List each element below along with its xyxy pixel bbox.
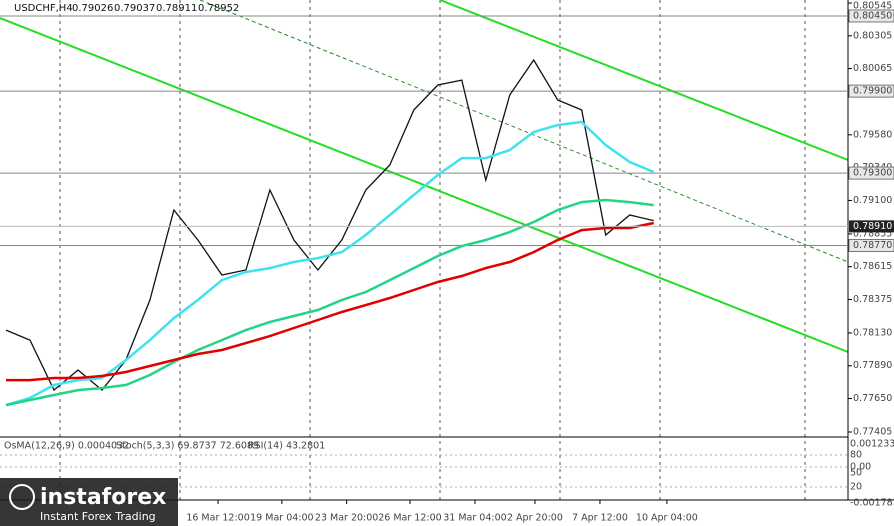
logo-box: instaforex Instant Forex Trading bbox=[0, 478, 178, 526]
ohlc-value: 0.79026 bbox=[72, 3, 113, 14]
level-box bbox=[848, 84, 894, 98]
indicator-tick-label: -0.001783 bbox=[850, 498, 894, 509]
symbol: USDCHF,H4 bbox=[14, 3, 73, 14]
y-tick-label: 0.79100 bbox=[853, 195, 892, 206]
level-label: 0.80450 bbox=[853, 10, 892, 21]
y-tick-label: 0.77650 bbox=[853, 393, 892, 404]
y-tick-label: 0.78855 bbox=[853, 228, 892, 239]
x-tick-label: 2 Apr 20:00 bbox=[507, 513, 563, 524]
y-tick-label: 0.78375 bbox=[853, 294, 892, 305]
y-tick-label: 0.77405 bbox=[853, 427, 892, 438]
moving-average bbox=[6, 221, 654, 382]
ohlc-value: 0.78952 bbox=[198, 3, 239, 14]
ohlc-value: 0.79037 bbox=[114, 3, 155, 14]
level-label: 0.78770 bbox=[853, 240, 892, 251]
x-tick-label: 10 Apr 04:00 bbox=[636, 513, 698, 524]
level-box bbox=[848, 166, 894, 180]
y-tick-label: 0.77890 bbox=[853, 360, 892, 371]
indicator-tick-label: 80 bbox=[850, 450, 862, 461]
indicator-tick-label: 20 bbox=[850, 482, 862, 493]
y-tick-label: 0.78615 bbox=[853, 261, 892, 272]
y-tick-label: 0.79580 bbox=[853, 129, 892, 140]
y-tick-label: 0.80545 bbox=[853, 1, 892, 12]
level-box bbox=[848, 239, 894, 253]
ohlc-value: 0.78911 bbox=[156, 3, 197, 14]
y-tick-label: 0.78130 bbox=[853, 327, 892, 338]
current-price-label: 0.78910 bbox=[853, 221, 892, 232]
x-tick-label: 7 Apr 12:00 bbox=[572, 513, 628, 524]
y-tick-label: 0.80065 bbox=[853, 63, 892, 74]
indicator-tick-label: 50 bbox=[850, 468, 862, 479]
level-box bbox=[848, 9, 894, 23]
x-tick-label: 19 Mar 04:00 bbox=[250, 513, 313, 524]
logo-text: instaforex bbox=[40, 485, 166, 510]
indicator-label: Stoch(5,3,3) 69.8737 72.6089 bbox=[116, 441, 259, 452]
level-label: 0.79900 bbox=[853, 86, 892, 97]
indicator-tick-label: 0.0012333 bbox=[850, 439, 894, 450]
x-tick-label: 31 Mar 04:00 bbox=[443, 513, 506, 524]
indicator-label: OsMA(12,26,9) 0.0004032 bbox=[4, 441, 129, 452]
y-tick-label: 0.80305 bbox=[853, 30, 892, 41]
x-tick-label: 26 Mar 12:00 bbox=[378, 513, 441, 524]
level-label: 0.79300 bbox=[853, 168, 892, 179]
current-price-box bbox=[849, 220, 894, 233]
moving-average bbox=[5, 120, 655, 407]
indicator-label: RSI(14) 43.2801 bbox=[248, 441, 325, 452]
x-tick-label: 16 Mar 12:00 bbox=[186, 513, 249, 524]
x-tick-label: 23 Mar 20:00 bbox=[315, 513, 378, 524]
moving-average bbox=[5, 198, 654, 407]
indicator-tick-label: 0.00 bbox=[850, 462, 871, 473]
tagline: Instant Forex Trading bbox=[40, 510, 156, 523]
